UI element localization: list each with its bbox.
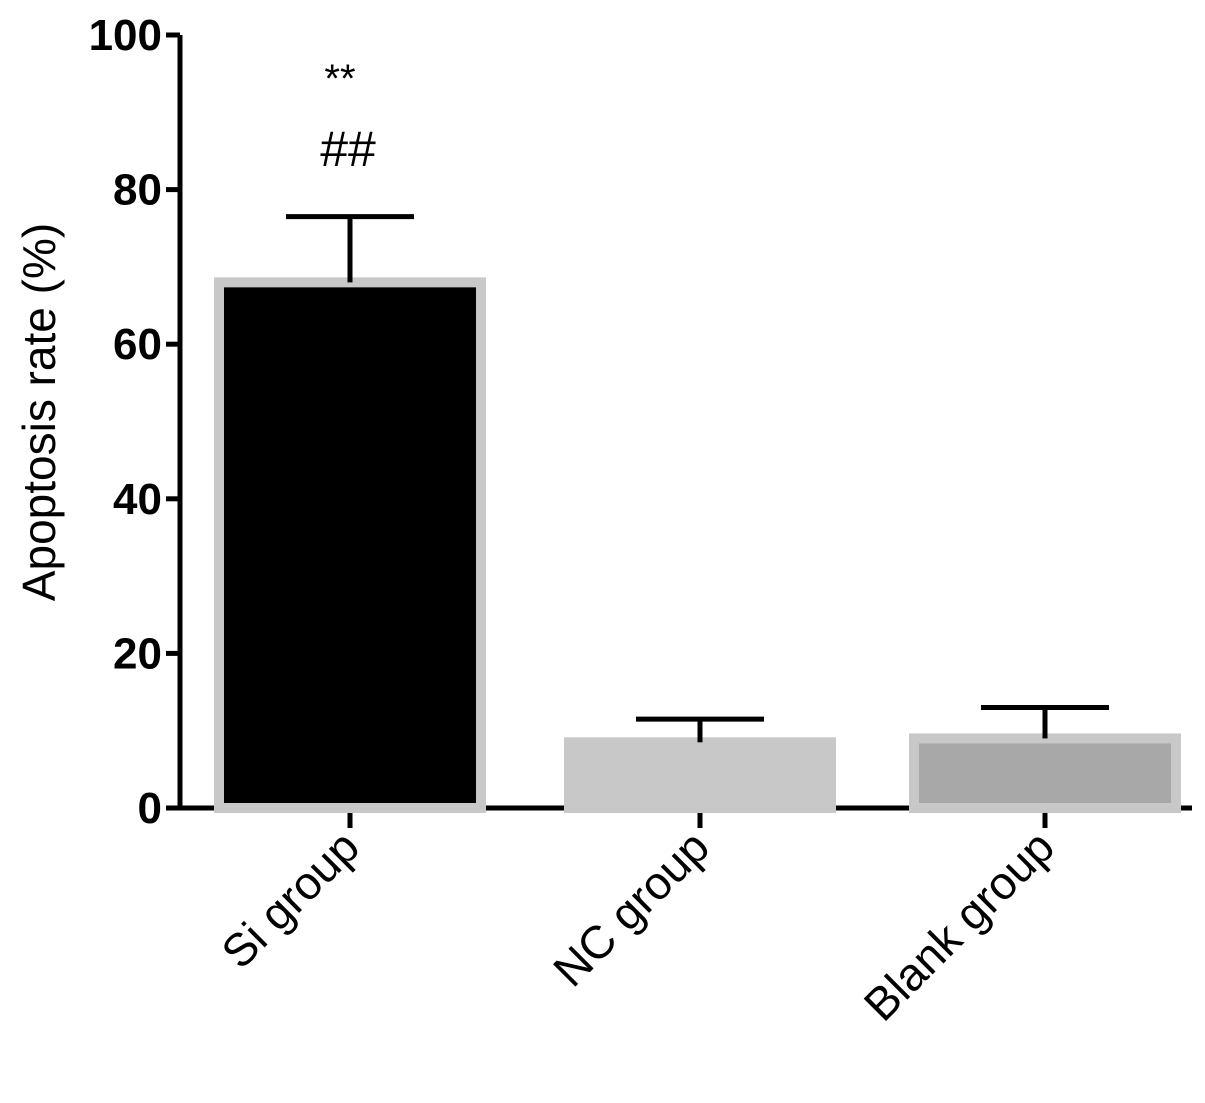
bar-nc-group	[564, 737, 836, 813]
error-bars	[286, 214, 1109, 743]
y-tick-label: 40	[113, 475, 162, 524]
bar-si-group	[214, 277, 486, 813]
significance-annotations: ** ##	[320, 57, 376, 177]
y-axis: 0 20 40 60 80 100	[89, 11, 183, 833]
y-tick-label: 20	[113, 629, 162, 678]
bars	[214, 277, 1181, 813]
significance-stars: **	[324, 57, 355, 101]
significance-hashes: ##	[320, 121, 376, 177]
bar-blank-group	[909, 733, 1181, 813]
y-tick-label: 100	[89, 11, 162, 60]
x-tick-label: Blank group	[854, 820, 1064, 1030]
x-tick-label: Si group	[211, 820, 369, 978]
x-axis: Si group NC group Blank group	[178, 805, 1192, 1031]
y-tick-label: 80	[113, 166, 162, 215]
y-tick-label: 0	[138, 784, 162, 833]
x-tick-label: NC group	[543, 820, 719, 996]
y-axis-title: Apoptosis rate (%)	[13, 223, 65, 601]
y-tick-label: 60	[113, 320, 162, 369]
